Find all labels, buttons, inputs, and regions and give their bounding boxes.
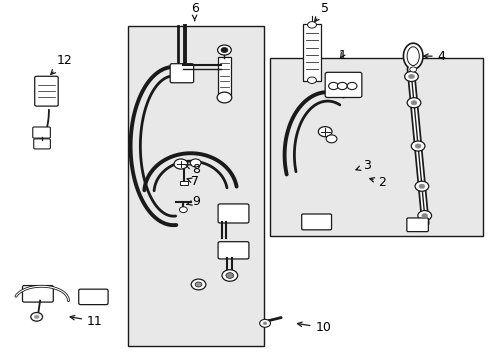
Ellipse shape — [406, 47, 418, 66]
Circle shape — [221, 48, 227, 53]
Circle shape — [417, 211, 431, 221]
Circle shape — [318, 127, 331, 137]
Circle shape — [414, 144, 420, 148]
Circle shape — [191, 279, 205, 290]
FancyBboxPatch shape — [22, 285, 53, 302]
Circle shape — [263, 322, 266, 325]
Text: 10: 10 — [297, 321, 330, 334]
Circle shape — [307, 22, 316, 28]
Circle shape — [421, 213, 427, 218]
Circle shape — [328, 82, 338, 90]
FancyBboxPatch shape — [170, 64, 193, 83]
FancyBboxPatch shape — [325, 72, 361, 98]
Text: 12: 12 — [51, 54, 72, 75]
FancyBboxPatch shape — [270, 58, 482, 236]
Text: 7: 7 — [187, 175, 198, 188]
FancyBboxPatch shape — [217, 57, 231, 95]
FancyBboxPatch shape — [180, 181, 188, 185]
Circle shape — [34, 315, 39, 319]
Circle shape — [409, 67, 416, 72]
Circle shape — [31, 312, 42, 321]
FancyBboxPatch shape — [301, 214, 331, 230]
Text: 6: 6 — [190, 2, 198, 21]
Circle shape — [325, 135, 336, 143]
Circle shape — [414, 181, 428, 191]
FancyBboxPatch shape — [35, 76, 58, 106]
Circle shape — [195, 282, 202, 287]
Text: 5: 5 — [314, 2, 328, 22]
FancyBboxPatch shape — [218, 204, 248, 223]
FancyBboxPatch shape — [33, 127, 50, 138]
Circle shape — [217, 92, 231, 103]
Text: 8: 8 — [185, 163, 200, 176]
Text: 2: 2 — [369, 176, 386, 189]
Circle shape — [407, 98, 420, 108]
Circle shape — [407, 74, 414, 78]
Circle shape — [418, 184, 424, 188]
Circle shape — [217, 45, 231, 55]
Circle shape — [259, 319, 270, 327]
Circle shape — [222, 270, 237, 281]
Circle shape — [174, 159, 187, 169]
Text: 9: 9 — [186, 195, 200, 208]
Text: 1: 1 — [338, 49, 346, 62]
FancyBboxPatch shape — [406, 218, 427, 231]
FancyBboxPatch shape — [34, 139, 50, 149]
FancyBboxPatch shape — [128, 26, 264, 346]
Circle shape — [346, 82, 356, 90]
Circle shape — [225, 273, 233, 278]
Circle shape — [337, 82, 346, 90]
Text: 3: 3 — [355, 159, 370, 172]
FancyBboxPatch shape — [218, 242, 248, 259]
Circle shape — [410, 141, 424, 151]
Circle shape — [410, 100, 416, 105]
Text: 4: 4 — [423, 50, 445, 63]
Text: 11: 11 — [70, 315, 102, 328]
Circle shape — [190, 159, 201, 167]
FancyBboxPatch shape — [79, 289, 108, 305]
Circle shape — [307, 77, 316, 84]
FancyBboxPatch shape — [303, 24, 320, 81]
Circle shape — [404, 71, 417, 81]
Ellipse shape — [403, 43, 422, 69]
Circle shape — [179, 207, 187, 212]
